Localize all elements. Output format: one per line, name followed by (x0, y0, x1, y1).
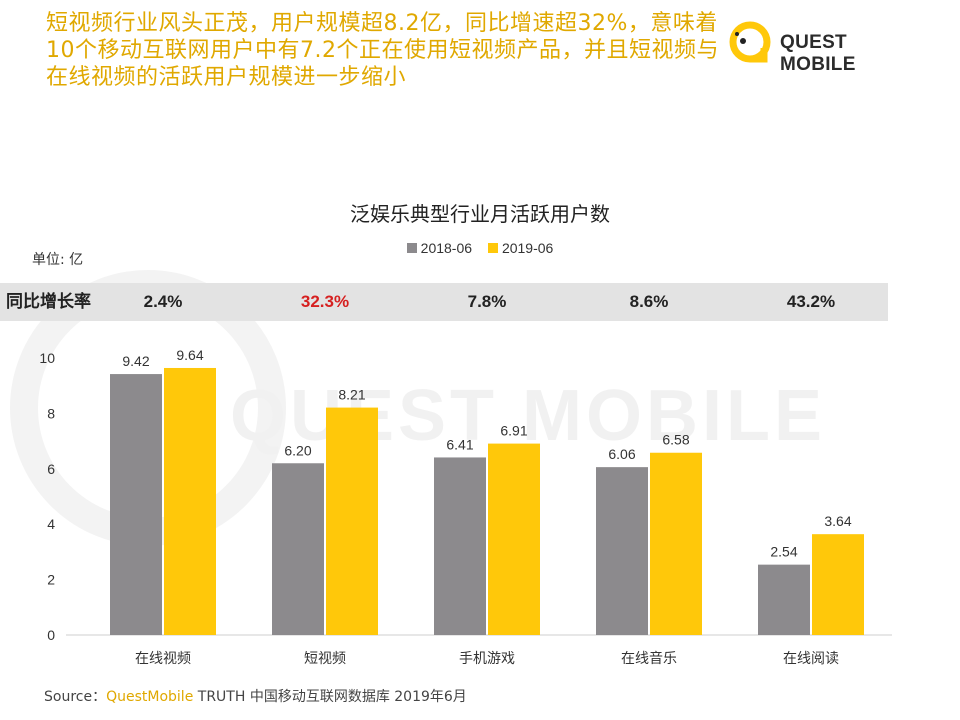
source-rest: TRUTH 中国移动互联网数据库 2019年6月 (193, 689, 467, 705)
y-tick-label: 4 (47, 516, 55, 532)
legend: 2018-06 2019-06 (0, 240, 960, 256)
legend-item-2019: 2019-06 (487, 240, 554, 256)
source-brand: QuestMobile (106, 689, 194, 705)
legend-swatch-2019 (487, 243, 498, 253)
logo-text: QUEST MOBILE (780, 32, 856, 75)
bar-2018 (596, 467, 648, 635)
data-label: 9.64 (176, 347, 203, 363)
bar-2019 (326, 407, 378, 635)
data-label: 6.20 (284, 442, 311, 458)
growth-label: 同比增长率 (6, 292, 91, 312)
growth-value: 2.4% (143, 292, 183, 311)
logo-mark-icon (729, 21, 771, 63)
bar-2019 (812, 534, 864, 635)
x-category-label: 手机游戏 (459, 651, 515, 667)
data-label: 6.06 (608, 446, 635, 462)
bar-2019 (650, 452, 702, 635)
x-category-label: 在线阅读 (783, 650, 839, 667)
growth-value: 43.2% (786, 292, 836, 311)
growth-value: 7.8% (467, 292, 507, 311)
y-tick-label: 10 (39, 350, 55, 366)
data-label: 3.64 (824, 513, 851, 529)
data-label: 6.41 (446, 436, 473, 452)
x-category-label: 短视频 (304, 651, 346, 667)
bar-2018 (110, 374, 162, 635)
x-category-label: 在线音乐 (621, 650, 677, 667)
source-prefix: Source： (44, 689, 107, 705)
bar-2018 (272, 463, 324, 635)
bar-2018 (758, 564, 810, 635)
y-tick-label: 8 (47, 405, 55, 421)
data-label: 6.58 (662, 432, 689, 448)
legend-swatch-2018 (406, 243, 417, 253)
data-label: 6.91 (500, 423, 527, 439)
bar-2019 (488, 443, 540, 635)
growth-value: 8.6% (629, 292, 669, 311)
legend-label-2018: 2018-06 (420, 240, 473, 256)
y-tick-label: 0 (47, 627, 55, 643)
bar-2019 (164, 367, 216, 635)
quest-mobile-logo: QUEST MOBILE (726, 18, 926, 75)
chart-title: 泛娱乐典型行业月活跃用户数 (350, 202, 610, 226)
x-category-label: 在线视频 (135, 651, 191, 667)
y-tick-label: 6 (47, 461, 55, 477)
source-note: Source：QuestMobile TRUTH 中国移动互联网数据库 2019… (44, 686, 467, 706)
data-label: 2.54 (770, 544, 797, 560)
unit-label: 单位: 亿 (32, 252, 84, 268)
growth-band (0, 283, 888, 321)
headline: 短视频行业风头正茂，用户规模超8.2亿，同比增速超32%，意味着10个移动互联网… (46, 11, 719, 90)
growth-value: 32.3% (300, 292, 350, 311)
legend-item-2018: 2018-06 (406, 240, 473, 256)
data-label: 8.21 (338, 387, 365, 403)
bar-2018 (434, 457, 486, 635)
y-tick-label: 2 (47, 572, 55, 588)
data-label: 9.42 (122, 353, 149, 369)
legend-label-2019: 2019-06 (501, 240, 554, 256)
